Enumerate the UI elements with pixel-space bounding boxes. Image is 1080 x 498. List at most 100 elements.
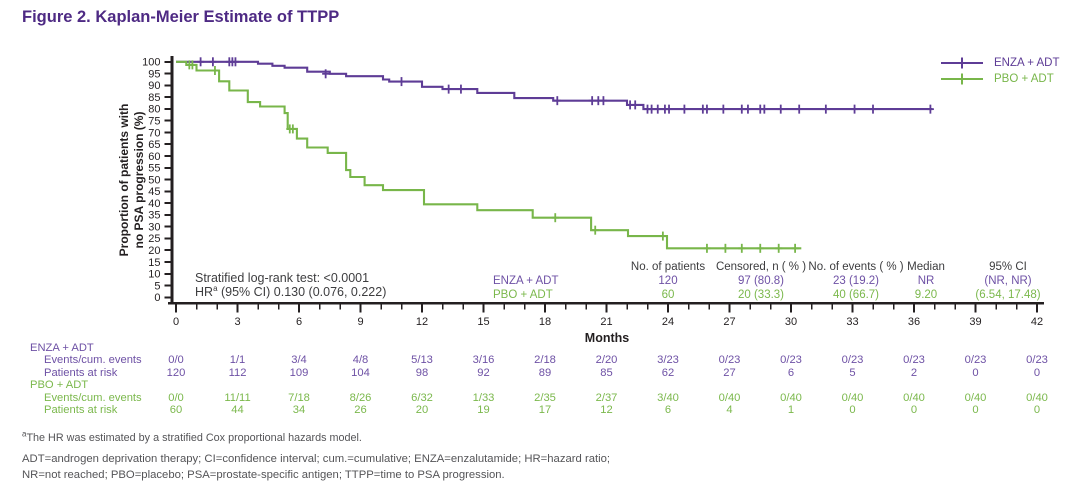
- summary-cell: 40 (66.7): [832, 288, 880, 301]
- summary-cell: 23 (19.2): [832, 275, 880, 287]
- risk-group-label: PBO + ADT: [30, 379, 89, 391]
- km-curve-enza: [176, 60, 933, 111]
- x-tick-label: 39: [969, 316, 981, 328]
- risk-cell: 2/35: [534, 391, 556, 404]
- risk-row-label: Patients at risk: [44, 404, 118, 416]
- y-tick-label: 25: [148, 233, 160, 245]
- x-tick-label: 24: [662, 316, 674, 328]
- x-tick-label: 21: [600, 316, 612, 328]
- risk-cell: 5/13: [411, 354, 433, 366]
- risk-cell: 4/8: [352, 354, 369, 366]
- risk-row-label: Events/cum. events: [44, 391, 142, 404]
- risk-cell: 0/23: [841, 354, 864, 366]
- risk-cell: 0: [1033, 366, 1041, 379]
- y-tick-label: 50: [148, 174, 160, 186]
- risk-cell: 2/37: [595, 391, 618, 404]
- summary-cell: NR: [917, 275, 935, 287]
- y-tick-label: 0: [154, 292, 160, 304]
- risk-cell: 3/16: [472, 354, 495, 366]
- risk-cell: 44: [231, 404, 244, 416]
- y-tick-label: 30: [148, 221, 160, 233]
- risk-cell: 0: [910, 404, 918, 416]
- summary-cell: 20 (33.3): [737, 288, 785, 301]
- legend-marker-pbo-icon: [941, 73, 983, 85]
- risk-cell: 1: [787, 404, 795, 416]
- y-tick-label: 65: [148, 139, 160, 151]
- risk-cell: 5: [849, 366, 856, 379]
- risk-cell: 62: [661, 366, 675, 379]
- summary-cell: 120: [658, 275, 678, 287]
- y-tick-label: 10: [148, 269, 160, 281]
- risk-cell: 104: [351, 366, 370, 379]
- y-tick-label: 85: [148, 92, 160, 104]
- x-tick-label: 9: [357, 316, 363, 328]
- risk-cell: 12: [600, 404, 613, 416]
- km-curve-pbo: [176, 60, 802, 250]
- summary-header: Median: [907, 261, 945, 273]
- risk-cell: 98: [415, 366, 429, 379]
- y-tick-label: 20: [148, 245, 160, 257]
- summary-row-label: PBO + ADT: [493, 288, 553, 301]
- risk-cell: 85: [600, 366, 613, 379]
- y-axis-label: Proportion of patients with no PSA progr…: [117, 80, 149, 280]
- risk-cell: 0/40: [780, 391, 802, 404]
- legend-item-enza: ENZA + ADT: [938, 55, 1060, 71]
- risk-cell: 0/40: [964, 391, 987, 404]
- legend-item-pbo: PBO + ADT: [938, 71, 1060, 87]
- x-tick-label: 33: [846, 316, 858, 328]
- risk-cell: 0/40: [1026, 391, 1048, 404]
- risk-cell: 27: [723, 366, 736, 379]
- footnotes: aThe HR was estimated by a stratified Co…: [22, 430, 611, 483]
- risk-cell: 2: [910, 366, 918, 379]
- risk-cell: 109: [289, 366, 309, 379]
- summary-cell: 97 (80.8): [737, 275, 785, 287]
- risk-cell: 17: [538, 404, 552, 416]
- risk-cell: 20: [415, 404, 429, 416]
- y-tick-label: 5: [154, 280, 160, 292]
- x-tick-label: 27: [723, 316, 735, 328]
- risk-cell: 89: [538, 366, 552, 379]
- summary-cell: (NR, NR): [984, 275, 1032, 287]
- risk-cell: 0/23: [964, 354, 987, 366]
- legend-label-pbo: PBO + ADT: [994, 73, 1054, 85]
- x-tick-label: 30: [785, 316, 797, 328]
- y-tick-label: 80: [148, 104, 160, 116]
- risk-cell: 0: [972, 366, 979, 379]
- x-tick-label: 3: [234, 316, 240, 328]
- x-tick-label: 42: [1031, 316, 1043, 328]
- risk-cell: 0/23: [1026, 354, 1048, 366]
- risk-cell: 34: [292, 404, 306, 416]
- abbreviations-line2: NR=not reached; PBO=placebo; PSA=prostat…: [22, 469, 505, 481]
- risk-cell: 0/40: [841, 391, 864, 404]
- summary-header: No. of events ( % ): [808, 261, 904, 273]
- km-plot-canvas: 1009590858075706560555045403530252015105…: [142, 56, 1044, 328]
- x-axis-label: Months: [584, 331, 630, 345]
- risk-cell: 4: [726, 404, 733, 416]
- risk-cell: 6: [787, 366, 795, 379]
- risk-cell: 2/20: [595, 354, 618, 366]
- y-tick-label: 60: [148, 151, 160, 163]
- risk-cell: 26: [354, 404, 367, 416]
- risk-row-label: Patients at risk: [44, 366, 118, 379]
- figure-title: Figure 2. Kaplan-Meier Estimate of TTPP: [22, 8, 340, 26]
- risk-cell: 0/40: [903, 391, 925, 404]
- risk-cell: 0/40: [718, 391, 741, 404]
- risk-cell: 0: [849, 404, 856, 416]
- abbreviations-line1: ADT=androgen deprivation therapy; CI=con…: [22, 453, 611, 465]
- summary-cell: 60: [661, 288, 675, 301]
- y-tick-label: 90: [148, 80, 160, 92]
- x-tick-label: 15: [477, 316, 489, 328]
- y-tick-label: 55: [148, 163, 160, 175]
- risk-cell: 11/11: [224, 391, 251, 404]
- risk-cell: 6: [664, 404, 672, 416]
- risk-cell: 0/0: [168, 391, 184, 404]
- summary-header: Censored, n ( % ): [715, 261, 807, 273]
- risk-cell: 0: [1033, 404, 1041, 416]
- risk-cell: 3/40: [657, 391, 679, 404]
- summary-header: No. of patients: [630, 261, 706, 273]
- y-tick-label: 40: [148, 198, 160, 210]
- risk-cell: 0/0: [168, 354, 184, 366]
- y-tick-label: 35: [148, 210, 160, 222]
- risk-cell: 2/18: [534, 354, 556, 366]
- y-tick-label: 70: [148, 127, 160, 139]
